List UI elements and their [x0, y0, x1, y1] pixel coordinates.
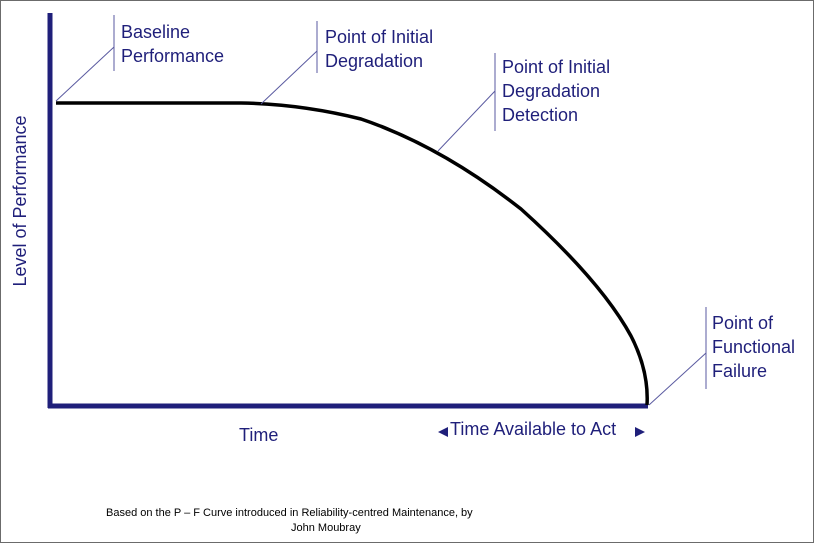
interval-right-arrow-icon: [635, 427, 645, 437]
interval-label: Time Available to Act: [450, 419, 616, 439]
detection-line-1: Point of Initial: [502, 57, 610, 77]
initial-degradation-line-2: Degradation: [325, 51, 423, 71]
detection-leader-line: [437, 90, 496, 152]
pf-curve: [56, 101, 649, 406]
x-axis-label: Time: [239, 425, 278, 445]
baseline-line-2: Performance: [121, 46, 224, 66]
detection-line-3: Detection: [502, 105, 578, 125]
initial-degradation-line-1: Point of Initial: [325, 27, 433, 47]
baseline-line-1: Baseline: [121, 22, 190, 42]
credit-line-1: Based on the P – F Curve introduced in R…: [106, 507, 473, 519]
interval-left-arrow-icon: [438, 427, 448, 437]
failure-line-3: Failure: [712, 361, 767, 381]
failure-line-2: Functional: [712, 337, 795, 357]
initial-degradation-leader-line: [260, 50, 318, 105]
baseline-leader-line: [55, 46, 115, 102]
failure-line-1: Point of: [712, 313, 774, 333]
credit-line-2: John Moubray: [291, 522, 361, 534]
y-axis-label: Level of Performance: [10, 115, 30, 286]
detection-line-2: Degradation: [502, 81, 600, 101]
failure-leader-line: [648, 352, 707, 406]
